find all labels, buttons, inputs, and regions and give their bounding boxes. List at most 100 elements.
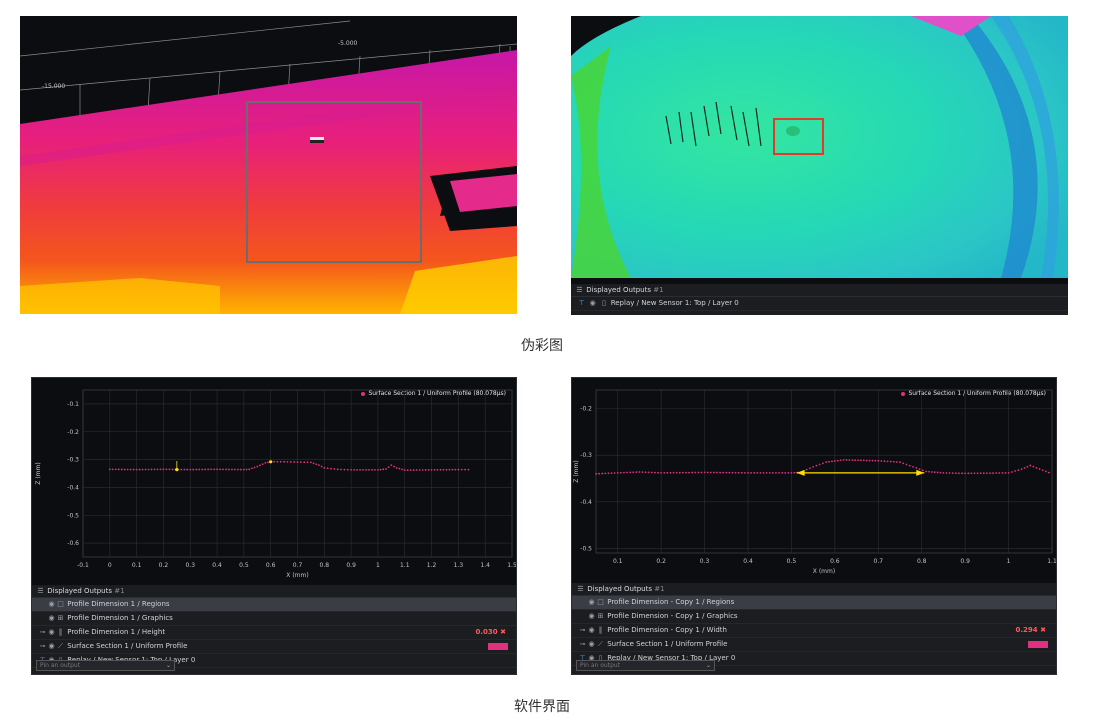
output-row-uniform-profile[interactable]: ⊸ ◉ ⟋ Surface Section 1 / Uniform Profile (572, 638, 1056, 652)
graphics-icon: ⊞ (57, 614, 64, 622)
profile-point (336, 468, 339, 471)
profile-point (412, 469, 415, 471)
profile-point (276, 460, 279, 463)
pin-output-select[interactable]: Pin an output ⌄ (576, 660, 715, 671)
profile-point (390, 464, 393, 467)
profile-point (283, 460, 285, 463)
x-tick-label: 1.3 (454, 562, 464, 569)
displayed-outputs-panel: ☰ Displayed Outputs #1 ⊤ ◉ ▯ Replay / Ne… (571, 284, 1068, 315)
profile-point (709, 471, 712, 474)
profile-point (273, 460, 275, 463)
profile-point (778, 471, 780, 474)
output-row-width[interactable]: ⊸ ◉ ‖ Profile Dimension - Copy 1 / Width 0… (572, 624, 1056, 638)
output-row-graphics[interactable]: ◉ ⊞ Profile Dimension - Copy 1 / Graphics (572, 610, 1056, 624)
profile-point (1001, 472, 1004, 474)
profile-point (886, 460, 889, 463)
pin-icon[interactable]: ⊤ (579, 654, 586, 662)
profile-chart-1[interactable]: -0.1 0 0.1 0.2 0.3 0.4 0.5 0.6 0.7 0.8 0.9 1 1.1 1.2 1… (32, 378, 516, 583)
profile-point (1047, 471, 1050, 474)
eye-icon[interactable]: ◉ (588, 626, 595, 634)
output-row-regions[interactable]: ◉ □ Profile Dimension - Copy 1 / Regions (572, 596, 1056, 610)
profile-point (808, 467, 811, 470)
profile-point (825, 461, 828, 464)
profile-point (299, 461, 302, 464)
y-axis-label: Z (mm) (573, 460, 580, 482)
eye-icon[interactable]: ◉ (48, 642, 55, 650)
pin-output-select[interactable]: Pin an output ⌄ (36, 660, 175, 671)
region-box[interactable] (246, 101, 422, 263)
profile-point (356, 468, 358, 471)
profile-point (930, 471, 933, 473)
profile-point (296, 461, 299, 463)
output-row-replay[interactable]: ⊤ ◉ ▯ Replay / New Sensor 1: Top / Layer… (571, 297, 1068, 311)
profile-point (632, 471, 635, 474)
eye-icon[interactable]: ◉ (48, 614, 55, 622)
profile-point (815, 464, 818, 467)
profile-point (753, 471, 756, 474)
profile-point (982, 472, 985, 475)
profile-point (436, 468, 439, 471)
profile-chart-2[interactable]: 0.1 0.2 0.3 0.4 0.5 0.6 0.7 0.8 0.9 1 1.1 -0.2 -0.3 -… (572, 378, 1056, 581)
profile-point (657, 471, 659, 474)
eye-icon[interactable]: ◉ (588, 654, 595, 662)
fail-x-icon: ✖ (1040, 626, 1046, 634)
profile-point (784, 471, 787, 474)
output-row-replay[interactable]: ⊤◉▯ Replay / New Sensor 1: Top / Layer 0 (572, 652, 1056, 666)
profile-point (703, 471, 706, 474)
profile-point (737, 471, 740, 474)
profile-point (418, 469, 421, 471)
pin-icon[interactable]: ⊸ (579, 640, 586, 648)
profile-point (857, 459, 859, 462)
profile-point (201, 468, 204, 471)
profile-point (967, 472, 970, 475)
output-row-height[interactable]: ⊸ ◉ ‖ Profile Dimension 1 / Height 0.030 ✖ (32, 626, 516, 640)
x-tick-label: 0.8 (320, 562, 330, 569)
graphics-icon: ⊞ (597, 612, 604, 620)
profile-point (771, 471, 774, 474)
profile-point (958, 472, 960, 475)
profile-point (421, 469, 424, 471)
profile-point (401, 468, 403, 471)
output-row-uniform-profile[interactable]: ⊸ ◉ ⟋ Surface Section 1 / Uniform Profile (32, 640, 516, 654)
color-swatch[interactable] (488, 643, 508, 650)
pin-icon[interactable]: ⊸ (39, 628, 46, 636)
profile-point (1044, 470, 1047, 473)
eye-icon[interactable]: ◉ (588, 612, 595, 620)
y-tick-label: -0.3 (580, 452, 592, 459)
color-swatch[interactable] (1028, 641, 1048, 648)
displayed-outputs-header: ☰ Displayed Outputs #1 (572, 583, 1056, 596)
roi-box[interactable] (773, 118, 824, 155)
profile-point (644, 471, 647, 474)
profile-point (623, 471, 625, 474)
profile-point (150, 468, 153, 471)
eye-icon[interactable]: ◉ (589, 299, 596, 307)
displayed-outputs-header: ☰ Displayed Outputs #1 (32, 585, 516, 598)
eye-icon[interactable]: ◉ (48, 600, 55, 608)
x-tick-label: 0.6 (830, 558, 840, 565)
eye-icon[interactable]: ◉ (48, 628, 55, 636)
pin-icon[interactable]: ⊤ (578, 299, 585, 307)
profile-point (697, 471, 700, 474)
pin-icon[interactable]: ⊸ (579, 626, 586, 634)
profile-point (168, 468, 171, 471)
profile-point (195, 468, 198, 471)
profile-point (147, 468, 150, 471)
profile-point (135, 468, 138, 471)
profile-point (675, 471, 678, 474)
eye-icon[interactable]: ◉ (588, 598, 595, 606)
profile-point (1035, 466, 1038, 469)
pseudo-color-top-view: ☰ Displayed Outputs #1 ⊤ ◉ ▯ Replay / Ne… (571, 16, 1068, 315)
x-tick-label: 0.1 (613, 558, 623, 565)
y-tick-label: -0.5 (67, 512, 79, 519)
output-row-graphics[interactable]: ◉ ⊞ Profile Dimension 1 / Graphics (32, 612, 516, 626)
heat-surface (20, 50, 517, 314)
output-row-regions[interactable]: ◉ □ Profile Dimension 1 / Regions (32, 598, 516, 612)
profile-point (728, 471, 731, 474)
profile-point (790, 471, 793, 474)
profile-point (454, 468, 457, 471)
x-axis-label: X (mm) (286, 572, 308, 579)
x-tick-label: -0.1 (77, 562, 89, 569)
profile-point (132, 468, 135, 471)
eye-icon[interactable]: ◉ (588, 640, 595, 648)
pin-icon[interactable]: ⊸ (39, 642, 46, 650)
